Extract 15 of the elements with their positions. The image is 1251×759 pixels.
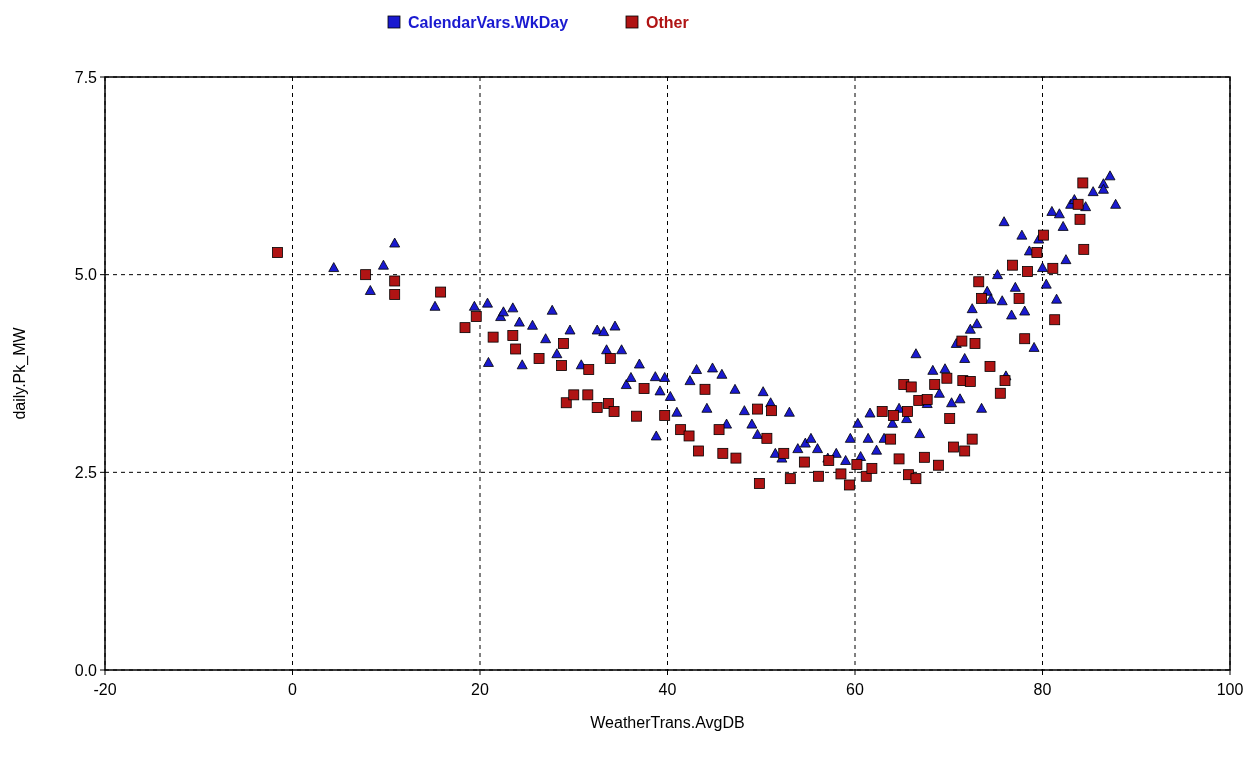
y-tick-label: 2.5 [74, 463, 98, 481]
y-tick-label: 5.0 [74, 266, 98, 284]
x-tick-label: 20 [471, 681, 489, 698]
y-tick-label: 0.0 [74, 661, 98, 679]
x-tick-label: 80 [1033, 681, 1052, 698]
x-axis-title: WeatherTrans.AvgDB [590, 714, 745, 731]
legend-label: CalendarVars.WkDay [408, 13, 569, 31]
y-axis-title: daily.Pk_MW [11, 326, 29, 420]
x-tick-label: -20 [93, 681, 117, 698]
x-tick-label: 0 [288, 681, 298, 698]
legend-label: Other [646, 13, 689, 31]
x-tick-label: 60 [846, 681, 864, 698]
x-tick-label: 100 [1216, 681, 1244, 698]
y-tick-label: 7.5 [74, 68, 98, 86]
x-tick-label: 40 [658, 681, 677, 698]
